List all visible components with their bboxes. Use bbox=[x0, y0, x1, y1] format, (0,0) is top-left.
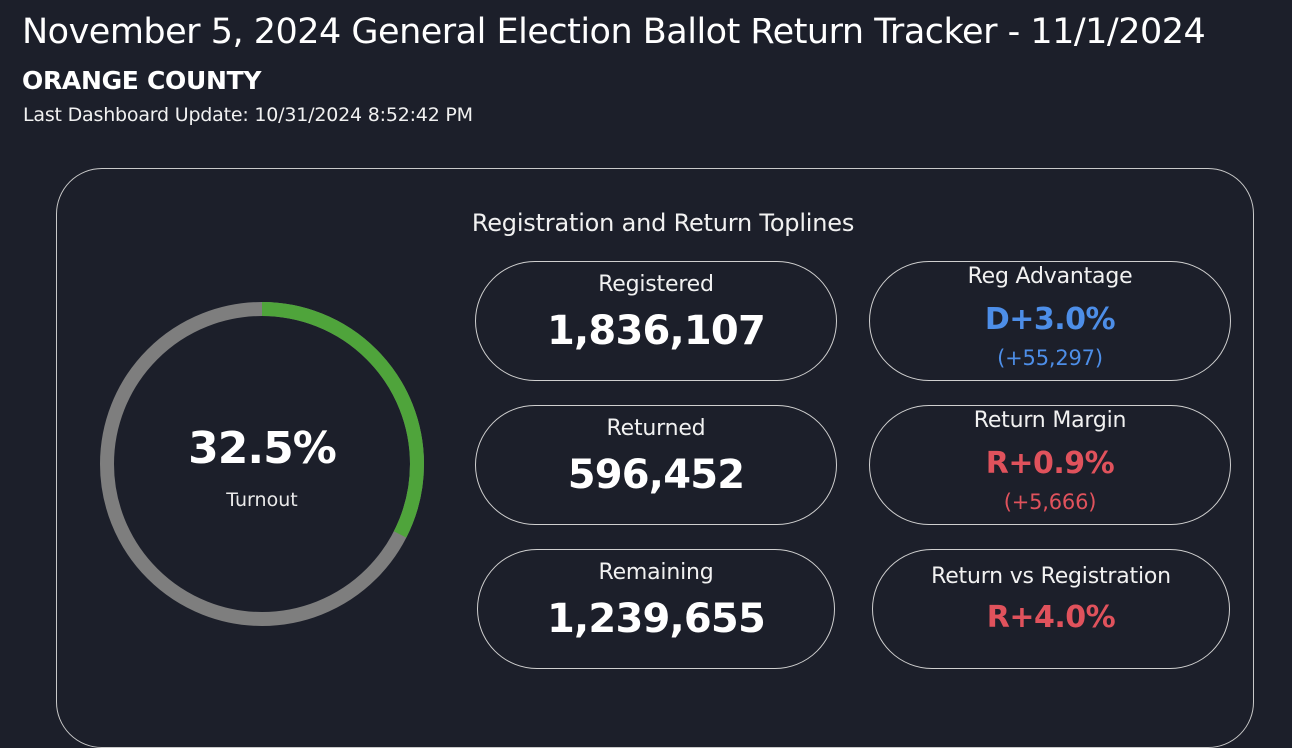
reg-advantage-count: (+55,297) bbox=[997, 346, 1103, 370]
gauge-fill bbox=[100, 302, 424, 626]
registered-card: Registered 1,836,107 bbox=[475, 261, 837, 381]
return-vs-registration-value: R+4.0% bbox=[986, 600, 1116, 635]
registered-value: 1,836,107 bbox=[546, 308, 766, 354]
returned-value: 596,452 bbox=[567, 452, 745, 498]
return-vs-registration-label: Return vs Registration bbox=[931, 564, 1171, 589]
dashboard-title: November 5, 2024 General Election Ballot… bbox=[22, 12, 1206, 52]
turnout-ring bbox=[100, 302, 424, 626]
turnout-value: 32.5% bbox=[188, 423, 337, 474]
registered-label: Registered bbox=[598, 272, 714, 297]
return-margin-label: Return Margin bbox=[973, 408, 1127, 433]
returned-label: Returned bbox=[606, 416, 706, 441]
return-margin-value: R+0.9% bbox=[985, 446, 1115, 481]
remaining-value: 1,239,655 bbox=[546, 596, 766, 642]
returned-card: Returned 596,452 bbox=[475, 405, 837, 525]
county-name: ORANGE COUNTY bbox=[22, 66, 262, 95]
remaining-card: Remaining 1,239,655 bbox=[477, 549, 835, 669]
return-vs-registration-card: Return vs Registration R+4.0% bbox=[872, 549, 1230, 669]
reg-advantage-value: D+3.0% bbox=[984, 302, 1116, 337]
turnout-label: Turnout bbox=[226, 489, 298, 511]
reg-advantage-card: Reg Advantage D+3.0% (+55,297) bbox=[869, 261, 1231, 381]
remaining-label: Remaining bbox=[598, 560, 714, 585]
return-margin-count: (+5,666) bbox=[1003, 490, 1097, 514]
last-update-text: Last Dashboard Update: 10/31/2024 8:52:4… bbox=[23, 104, 473, 126]
reg-advantage-label: Reg Advantage bbox=[967, 264, 1133, 289]
turnout-gauge: 32.5% Turnout bbox=[97, 299, 427, 629]
return-margin-card: Return Margin R+0.9% (+5,666) bbox=[869, 405, 1231, 525]
toplines-panel: Registration and Return Toplines 32.5% T… bbox=[56, 168, 1254, 748]
section-title: Registration and Return Toplines bbox=[471, 209, 855, 237]
